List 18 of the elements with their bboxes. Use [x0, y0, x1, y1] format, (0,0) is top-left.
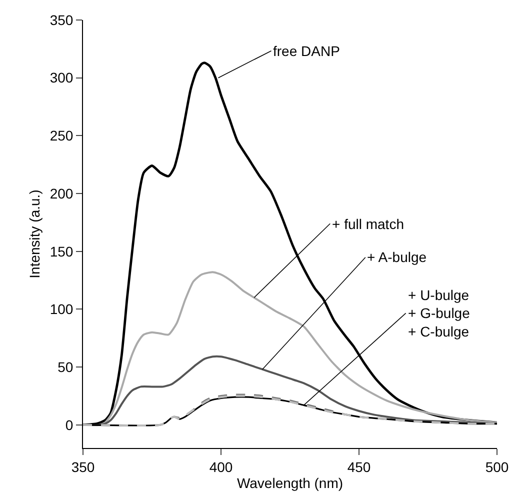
y-tick-label: 150: [50, 243, 74, 260]
y-tick-label: 200: [50, 185, 74, 202]
x-tick-label: 500: [485, 458, 509, 475]
y-tick-label: 350: [50, 12, 74, 28]
x-tick-label: 450: [347, 458, 371, 475]
x-tick-label: 350: [71, 458, 95, 475]
y-tick-label: 0: [65, 416, 74, 433]
y-tick-label: 300: [50, 70, 74, 86]
y-tick-label: 250: [50, 128, 74, 144]
x-axis-title: Wavelength (nm): [236, 475, 344, 492]
annotation: + A-bulge: [367, 249, 427, 265]
y-tick-label: 50: [58, 358, 74, 375]
annotation: free DANP: [273, 43, 340, 59]
y-axis-title: Intensity (a.u.): [26, 190, 42, 278]
annotation: + full match: [332, 216, 404, 232]
x-tick-label: 400: [209, 458, 233, 475]
annotation: + U-bulge + G-bulge + C-bulge: [408, 287, 470, 340]
y-tick-label: 100: [50, 301, 74, 318]
